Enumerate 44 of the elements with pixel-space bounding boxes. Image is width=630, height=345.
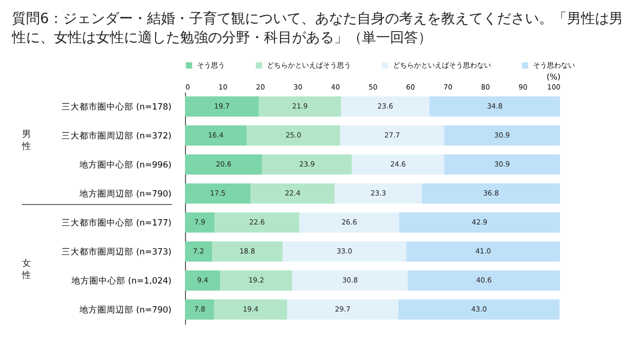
- bar: [399, 212, 560, 233]
- y-tick-label: 地方圏周辺部 (n=790): [78, 188, 172, 200]
- bar: [185, 154, 262, 175]
- bar: [185, 241, 212, 262]
- bar: [185, 183, 251, 204]
- bar: [185, 299, 214, 320]
- x-axis-title: (%): [546, 72, 560, 82]
- bar: [287, 299, 398, 320]
- bar: [214, 299, 287, 320]
- bar: [292, 270, 408, 291]
- bar: [398, 299, 560, 320]
- bar: [430, 96, 560, 117]
- bar: [352, 154, 444, 175]
- chart-title: 質問6：ジェンダー・結婚・子育て観について、あなた自身の考えを教えてください。「男性は男性に、女性は女性に適した勉強の分野・科目がある」（単一回答）: [12, 10, 624, 48]
- bar: [246, 125, 340, 146]
- bar: [340, 125, 444, 146]
- y-tick-label: 三大都市圏中心部 (n=178): [61, 102, 172, 112]
- text: 女性: [22, 258, 32, 282]
- bar: [258, 96, 341, 117]
- y-tick-label: 地方圏中心部 (n=996): [78, 160, 172, 170]
- bar: [444, 154, 560, 175]
- y-tick-label: 地方圏中心部 (n=1,024): [70, 276, 172, 286]
- y-tick-label: 三大都市圏周辺部 (n=373): [61, 246, 172, 258]
- bar: [334, 183, 422, 204]
- bar: [341, 96, 430, 117]
- bar: [444, 125, 560, 146]
- bar: [406, 241, 560, 262]
- bar: [212, 241, 282, 262]
- y-tick-label: 地方圏周辺部 (n=790): [78, 304, 172, 316]
- bar: [422, 183, 560, 204]
- y-tick-label: 三大都市圏中心部 (n=177): [61, 218, 172, 228]
- bar: [282, 241, 406, 262]
- bar: [220, 270, 292, 291]
- bar: [250, 183, 335, 204]
- bar: [185, 125, 246, 146]
- bar: [262, 154, 352, 175]
- text: 男性: [22, 129, 32, 153]
- bar: [408, 270, 560, 291]
- bar: [299, 212, 400, 233]
- bar: [214, 212, 300, 233]
- bar: [185, 96, 259, 117]
- y-tick-label: 三大都市圏周辺部 (n=372): [61, 130, 172, 142]
- bar: [185, 270, 220, 291]
- bar: [185, 212, 215, 233]
